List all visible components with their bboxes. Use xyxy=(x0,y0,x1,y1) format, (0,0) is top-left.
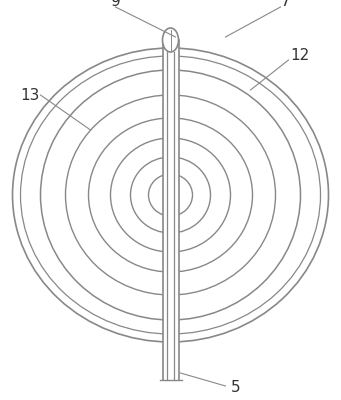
Text: 5: 5 xyxy=(231,380,240,396)
Ellipse shape xyxy=(163,28,178,52)
Text: 12: 12 xyxy=(291,48,310,62)
Bar xyxy=(163,10,178,380)
Text: 9: 9 xyxy=(110,0,120,10)
Text: 7: 7 xyxy=(281,0,290,10)
Text: 13: 13 xyxy=(21,88,40,102)
